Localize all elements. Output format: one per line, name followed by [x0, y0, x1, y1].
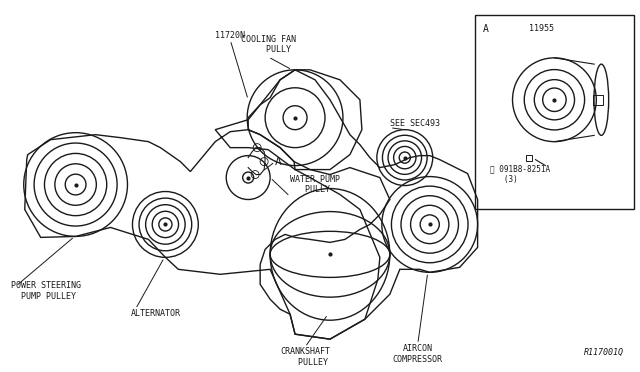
Text: 11720N: 11720N [215, 31, 245, 40]
Text: SEE SEC493: SEE SEC493 [390, 119, 440, 128]
Text: AIRCON
COMPRESSOR: AIRCON COMPRESSOR [393, 344, 443, 363]
Text: CRANKSHAFT
   PULLEY: CRANKSHAFT PULLEY [280, 347, 330, 366]
Text: POWER STEERING
  PUMP PULLEY: POWER STEERING PUMP PULLEY [11, 281, 81, 301]
Text: Ⓑ 091B8-8251A
   (3): Ⓑ 091B8-8251A (3) [490, 164, 550, 184]
Text: ALTERNATOR: ALTERNATOR [131, 309, 180, 318]
Text: A: A [483, 24, 488, 34]
Text: A: A [275, 157, 282, 167]
Text: COOLING FAN
    PULLY: COOLING FAN PULLY [241, 35, 296, 54]
Text: R117001Q: R117001Q [584, 348, 624, 357]
Bar [475, 15, 634, 209]
Text: 11955: 11955 [529, 24, 554, 33]
Text: WATER PUMP
   PULLY: WATER PUMP PULLY [290, 174, 340, 194]
